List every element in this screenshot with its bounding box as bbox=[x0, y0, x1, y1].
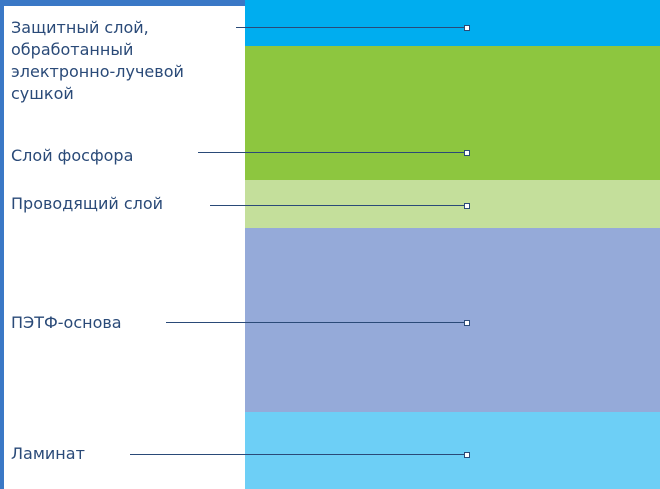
label-protective-coat: Защитный слой, обработанный электронно-л… bbox=[11, 17, 184, 105]
layer-protective-coat bbox=[245, 0, 660, 46]
layer-conductive bbox=[245, 180, 660, 228]
layer-pet-base bbox=[245, 228, 660, 412]
layer-laminate bbox=[245, 412, 660, 489]
leader-marker-protective bbox=[464, 25, 470, 31]
layer-phosphor bbox=[245, 46, 660, 180]
leader-marker-phosphor bbox=[464, 150, 470, 156]
label-line: электронно-лучевой bbox=[11, 62, 184, 81]
label-laminate: Ламинат bbox=[11, 444, 85, 463]
leader-line-phosphor bbox=[198, 152, 464, 153]
frame-left-border bbox=[0, 0, 4, 489]
leader-marker-laminate bbox=[464, 452, 470, 458]
label-phosphor: Слой фосфора bbox=[11, 146, 134, 165]
leader-line-conductive bbox=[210, 205, 464, 206]
leader-marker-conductive bbox=[464, 203, 470, 209]
label-line: обработанный bbox=[11, 40, 134, 59]
leader-line-pet bbox=[166, 322, 464, 323]
leader-line-laminate bbox=[130, 454, 464, 455]
label-line: Защитный слой, bbox=[11, 18, 149, 37]
label-line: сушкой bbox=[11, 84, 74, 103]
leader-marker-pet bbox=[464, 320, 470, 326]
leader-line-protective bbox=[236, 27, 464, 28]
label-conductive: Проводящий слой bbox=[11, 194, 164, 213]
label-pet-base: ПЭТФ-основа bbox=[11, 313, 122, 332]
layer-stack bbox=[245, 0, 660, 489]
